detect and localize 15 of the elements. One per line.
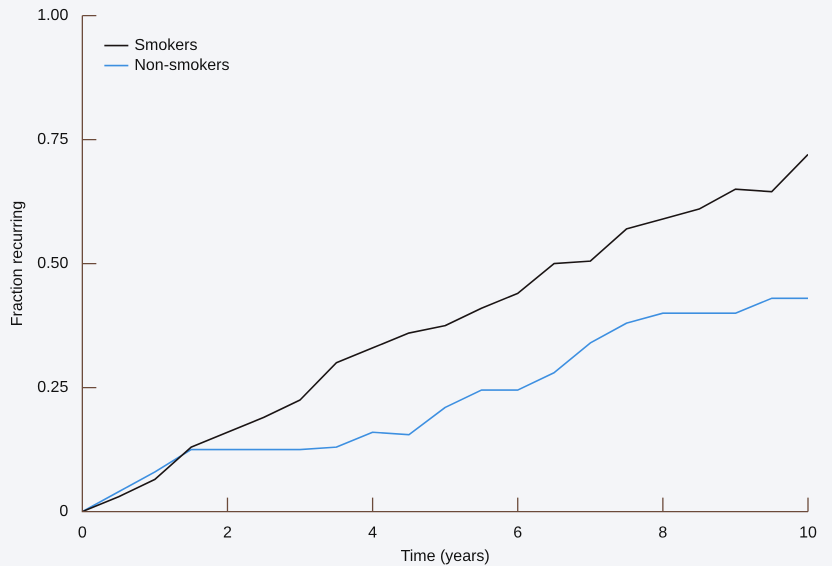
y-tick-label: 0.50 <box>37 255 68 272</box>
x-tick-label: 4 <box>368 524 378 542</box>
y-tick-label: 0.25 <box>37 379 68 396</box>
x-tick-label: 8 <box>658 524 668 542</box>
y-tick-label: 1.00 <box>37 7 68 24</box>
y-tick-label: 0.75 <box>37 131 68 148</box>
y-tick-label: 0 <box>59 503 68 520</box>
y-axis-title: Fraction recurring <box>9 200 26 326</box>
x-tick-label: 2 <box>223 524 232 542</box>
x-tick-label: 10 <box>799 524 817 542</box>
legend-label: Non-smokers <box>134 57 230 74</box>
legend-label: Smokers <box>134 37 198 54</box>
x-tick-label: 6 <box>513 524 522 542</box>
x-axis-title: Time (years) <box>400 548 490 565</box>
x-tick-label: 0 <box>78 524 87 542</box>
